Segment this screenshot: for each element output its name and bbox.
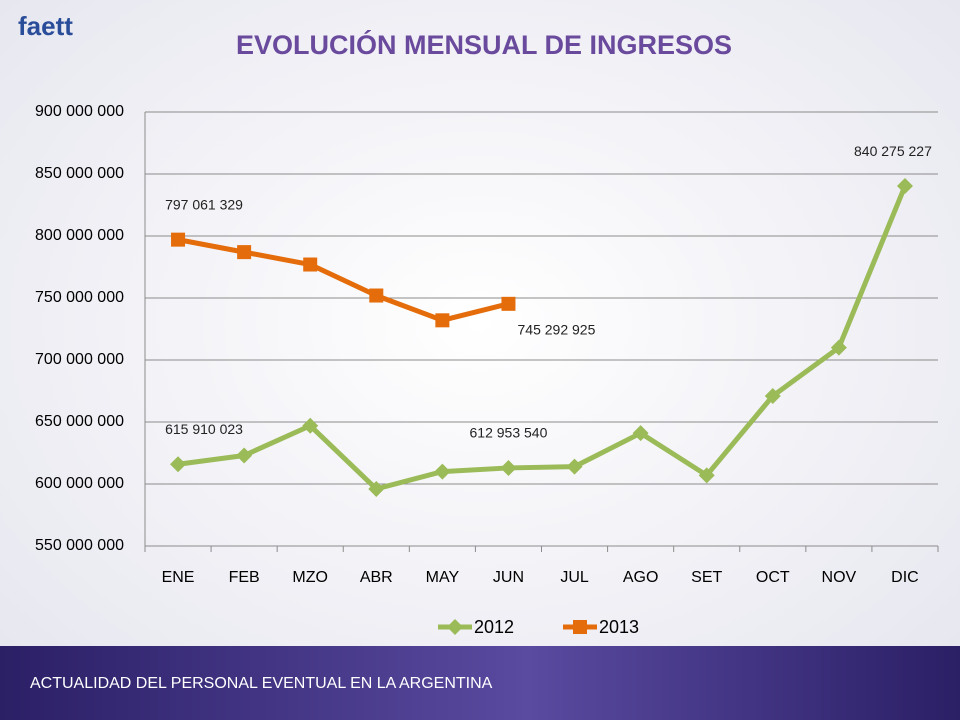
footer-bar — [0, 646, 960, 720]
data-point — [501, 296, 516, 311]
data-label: 797 061 329 — [165, 196, 243, 212]
y-tick-label: 550 000 000 — [35, 537, 124, 554]
x-tick-label: ABR — [360, 569, 393, 586]
x-tick-label: OCT — [756, 569, 790, 586]
data-point — [764, 387, 781, 404]
data-label: 612 953 540 — [470, 425, 548, 441]
legend-label: 2012 — [474, 617, 514, 637]
footer-text: ACTUALIDAD DEL PERSONAL EVENTUAL EN LA A… — [30, 675, 493, 692]
chart-title: EVOLUCIÓN MENSUAL DE INGRESOS — [236, 29, 732, 60]
data-point — [896, 178, 913, 195]
legend-marker — [447, 619, 463, 635]
data-point — [303, 257, 318, 272]
data-point — [435, 313, 450, 328]
data-point — [170, 456, 187, 473]
legend-label: 2013 — [599, 617, 639, 637]
data-point — [434, 463, 451, 480]
x-tick-label: JUN — [493, 569, 524, 586]
logo: faett — [18, 11, 73, 41]
y-tick-label: 650 000 000 — [35, 413, 124, 430]
series-line — [177, 237, 510, 323]
data-label: 745 292 925 — [518, 322, 596, 338]
data-point — [237, 245, 252, 260]
x-tick-label: ENE — [162, 569, 195, 586]
data-point — [632, 425, 649, 442]
data-point — [500, 459, 517, 476]
data-point — [698, 467, 715, 484]
x-tick-label: NOV — [822, 569, 857, 586]
data-point — [236, 447, 253, 464]
data-point — [369, 288, 384, 303]
y-tick-label: 900 000 000 — [35, 103, 124, 120]
x-tick-label: MAY — [426, 569, 460, 586]
plot: 550 000 000 600 000 000 650 000 000 700 000… — [35, 103, 939, 637]
series-line — [177, 185, 908, 492]
data-point — [302, 417, 319, 434]
data-label: 840 275 227 — [854, 143, 932, 159]
x-tick-label: MZO — [292, 569, 328, 586]
x-tick-label: JUL — [560, 569, 589, 586]
x-tick-label: DIC — [891, 569, 919, 586]
y-tick-label: 800 000 000 — [35, 227, 124, 244]
data-point — [171, 232, 186, 247]
x-tick-label: SET — [691, 569, 722, 586]
x-tick-label: FEB — [229, 569, 260, 586]
y-tick-label: 750 000 000 — [35, 289, 124, 306]
data-point — [368, 480, 385, 497]
y-tick-label: 700 000 000 — [35, 351, 124, 368]
y-tick-label: 600 000 000 — [35, 475, 124, 492]
data-point — [566, 458, 583, 475]
data-label: 615 910 023 — [165, 421, 243, 437]
legend-marker — [573, 620, 587, 634]
y-tick-label: 850 000 000 — [35, 165, 124, 182]
data-point — [830, 339, 847, 356]
x-tick-label: AGO — [623, 569, 659, 586]
